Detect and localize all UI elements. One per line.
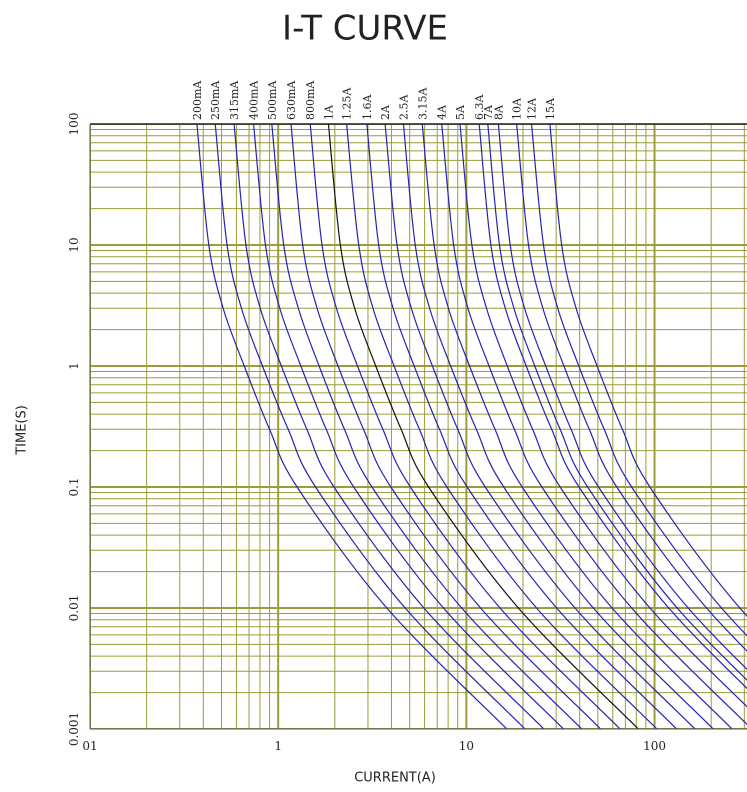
- curve-label: 250mA: [209, 80, 222, 120]
- curve: [421, 124, 733, 729]
- y-tick-label: 10: [67, 237, 81, 252]
- curve: [214, 124, 526, 729]
- curve-label: 12A: [526, 97, 539, 120]
- curve-label: 1.25A: [341, 87, 354, 120]
- curve: [441, 124, 747, 726]
- curve-label: 10A: [511, 97, 524, 120]
- curves: [196, 124, 747, 729]
- curve: [516, 124, 747, 652]
- x-tick-label: 1: [274, 739, 282, 753]
- curve: [459, 124, 747, 708]
- curve: [252, 124, 564, 729]
- curve: [346, 124, 658, 729]
- curve-label: 800mA: [304, 80, 317, 120]
- curve-label: 400mA: [248, 80, 261, 120]
- curve-label: 500mA: [266, 80, 279, 120]
- x-tick-label: 100: [643, 739, 666, 753]
- x-axis-label: CURRENT(A): [354, 771, 436, 786]
- curve-label: 1A: [322, 104, 335, 120]
- curve-label: 315mA: [228, 80, 241, 120]
- curve-label: 7A: [482, 104, 495, 120]
- curve-label: 4A: [436, 104, 449, 120]
- curve: [309, 124, 621, 729]
- curve-label: 6.3A: [473, 94, 486, 120]
- curve: [402, 124, 714, 729]
- curve-label: 200mA: [191, 80, 204, 120]
- curve: [497, 124, 747, 671]
- y-axis-label: TIME(S): [15, 405, 30, 456]
- grid: [90, 124, 747, 729]
- curve: [271, 124, 583, 729]
- curve-label: 15A: [544, 97, 557, 120]
- y-tick-label: 0.001: [67, 712, 81, 746]
- curve: [384, 124, 696, 729]
- curve-label: 5A: [454, 104, 467, 120]
- curve: [530, 124, 747, 637]
- y-tick-label: 1: [67, 362, 81, 370]
- y-tick-label: 100: [67, 113, 81, 136]
- curve: [366, 124, 678, 729]
- y-tick-label: 0.01: [67, 595, 81, 622]
- curve: [196, 124, 508, 729]
- x-tick-label: 01: [82, 739, 97, 753]
- curve: [290, 124, 602, 729]
- curve: [549, 124, 747, 617]
- curve: [233, 124, 545, 729]
- curve-label: 8A: [492, 104, 505, 120]
- curve: [327, 124, 639, 729]
- chart-title: I-T CURVE: [282, 9, 448, 49]
- curve-label: 3.15A: [416, 87, 429, 120]
- y-tick-label: 0.1: [67, 477, 81, 496]
- curve: [478, 124, 747, 690]
- curve-label: 630mA: [285, 80, 298, 120]
- curve-label: 2A: [379, 104, 392, 120]
- curve: [487, 124, 747, 681]
- curve-label: 1.6A: [361, 94, 374, 120]
- x-tick-label: 10: [459, 739, 474, 753]
- curve-label: 2.5A: [397, 94, 410, 120]
